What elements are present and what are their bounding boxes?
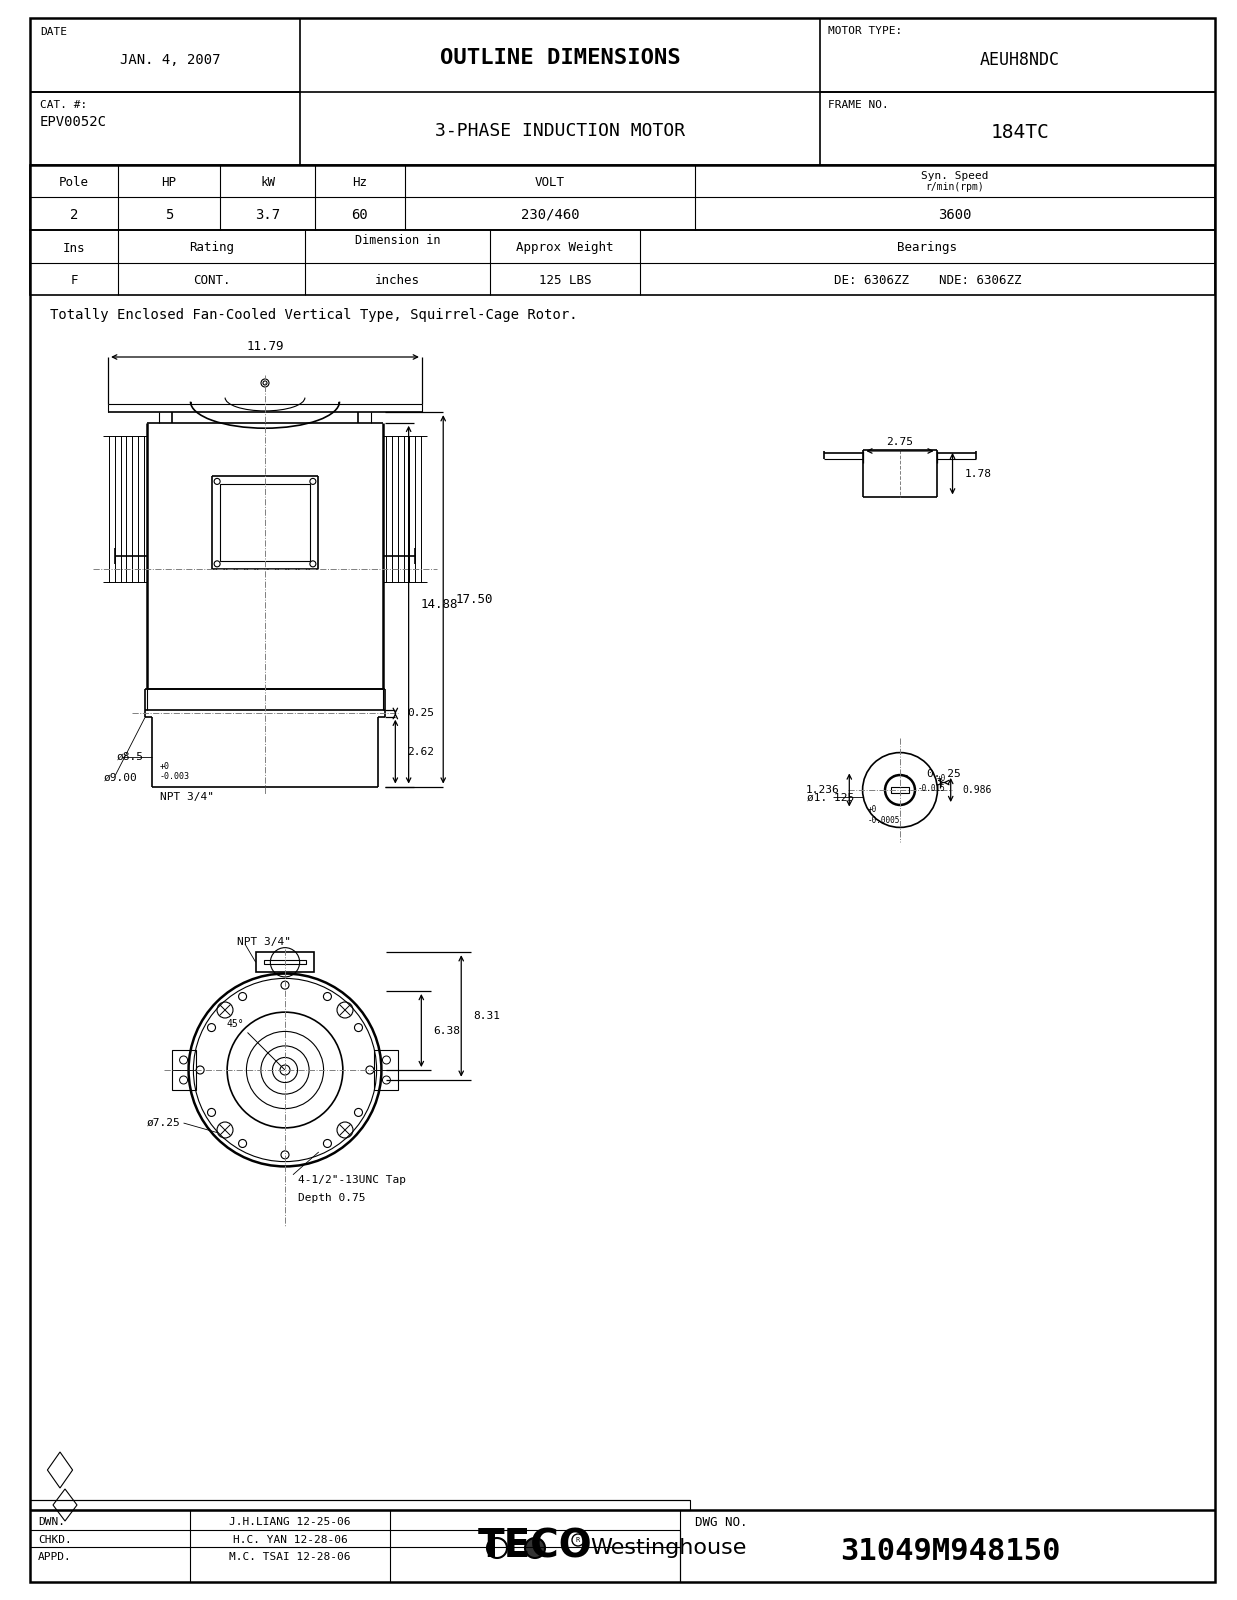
Text: DWN.: DWN. [38, 1517, 66, 1526]
Text: 11.79: 11.79 [246, 341, 283, 354]
Text: 3.7: 3.7 [255, 208, 280, 222]
Bar [172, 1050, 195, 1090]
Text: Dimension in: Dimension in [355, 235, 440, 248]
Text: Rating: Rating [189, 242, 234, 254]
Bar [30, 1501, 690, 1510]
Text: M.C. TSAI 12-28-06: M.C. TSAI 12-28-06 [229, 1552, 351, 1562]
Text: 3-PHASE INDUCTION MOTOR: 3-PHASE INDUCTION MOTOR [435, 122, 685, 141]
Bar [256, 952, 314, 973]
Text: MOTOR TYPE:: MOTOR TYPE: [828, 26, 902, 35]
Text: 0.25: 0.25 [407, 709, 434, 718]
Text: 0. 25: 0. 25 [927, 768, 961, 779]
Text: Depth 0.75: Depth 0.75 [298, 1192, 366, 1203]
Text: Syn. Speed: Syn. Speed [922, 171, 988, 181]
Text: Totally Enclosed Fan-Cooled Vertical Type, Squirrel-Cage Rotor.: Totally Enclosed Fan-Cooled Vertical Typ… [49, 307, 578, 322]
Bar [220, 485, 310, 562]
Text: OUTLINE DIMENSIONS: OUTLINE DIMENSIONS [439, 48, 680, 67]
Text: Westinghouse: Westinghouse [590, 1538, 746, 1558]
Text: 230/460: 230/460 [521, 208, 579, 222]
Text: +0
-0.003: +0 -0.003 [160, 762, 190, 781]
Text: inches: inches [375, 275, 421, 288]
Text: 6.38: 6.38 [433, 1026, 460, 1035]
Text: 125 LBS: 125 LBS [539, 275, 591, 288]
Text: 60: 60 [351, 208, 369, 222]
Text: 4-1/2"-13UNC Tap: 4-1/2"-13UNC Tap [298, 1174, 406, 1184]
Text: AEUH8NDC: AEUH8NDC [980, 51, 1060, 69]
Text: DWG NO.: DWG NO. [695, 1515, 747, 1528]
Text: 45°: 45° [226, 1019, 245, 1029]
Text: CAT. #:: CAT. #: [40, 99, 88, 110]
Text: NPT 3/4": NPT 3/4" [238, 938, 291, 947]
Bar [30, 230, 1215, 294]
Text: ø8.5: ø8.5 [118, 752, 143, 762]
Text: 8.31: 8.31 [474, 1011, 500, 1021]
Text: CHKD.: CHKD. [38, 1534, 72, 1546]
Text: R: R [576, 1538, 580, 1542]
Bar [30, 165, 1215, 230]
Text: Pole: Pole [59, 176, 89, 189]
Text: 3600: 3600 [938, 208, 972, 222]
Text: HP: HP [162, 176, 177, 189]
Text: 14.88: 14.88 [421, 598, 458, 611]
Text: 1.78: 1.78 [965, 469, 992, 478]
Text: 0.986: 0.986 [962, 786, 992, 795]
Text: 17.50: 17.50 [455, 594, 492, 606]
Text: r/min(rpm): r/min(rpm) [925, 182, 985, 192]
Text: ø7.25: ø7.25 [147, 1118, 181, 1128]
Text: CONT.: CONT. [193, 275, 230, 288]
Text: APPD.: APPD. [38, 1552, 72, 1562]
Text: kW: kW [260, 176, 275, 189]
Text: Ins: Ins [63, 242, 85, 254]
Text: 2.62: 2.62 [407, 747, 434, 757]
Text: Hz: Hz [353, 176, 367, 189]
Text: JAN. 4, 2007: JAN. 4, 2007 [120, 53, 220, 67]
Text: Approx Weight: Approx Weight [516, 242, 614, 254]
Text: DATE: DATE [40, 27, 67, 37]
Text: +0
-0.0005: +0 -0.0005 [867, 805, 901, 826]
Bar [891, 787, 909, 792]
Text: EPV0052C: EPV0052C [40, 115, 106, 130]
Text: FRAME NO.: FRAME NO. [828, 99, 888, 110]
Text: TECO: TECO [477, 1526, 593, 1565]
Text: 2.75: 2.75 [887, 437, 913, 446]
Text: 5: 5 [165, 208, 173, 222]
Text: 2: 2 [69, 208, 78, 222]
Text: Bearings: Bearings [898, 242, 957, 254]
Text: ø1. 125: ø1. 125 [808, 792, 855, 803]
Text: 31049M948150: 31049M948150 [840, 1536, 1060, 1565]
Circle shape [524, 1538, 546, 1558]
Text: ø9.00: ø9.00 [104, 773, 137, 782]
Text: +0
-0.015: +0 -0.015 [918, 773, 946, 794]
Text: VOLT: VOLT [534, 176, 565, 189]
Text: DE: 6306ZZ    NDE: 6306ZZ: DE: 6306ZZ NDE: 6306ZZ [834, 275, 1022, 288]
Text: 184TC: 184TC [991, 123, 1049, 142]
Text: J.H.LIANG 12-25-06: J.H.LIANG 12-25-06 [229, 1517, 351, 1526]
Text: NPT 3/4": NPT 3/4" [160, 792, 214, 802]
Bar [263, 960, 307, 965]
Bar [375, 1050, 398, 1090]
Text: H.C. YAN 12-28-06: H.C. YAN 12-28-06 [233, 1534, 348, 1546]
Text: F: F [71, 275, 78, 288]
Text: 1.236: 1.236 [805, 786, 839, 795]
